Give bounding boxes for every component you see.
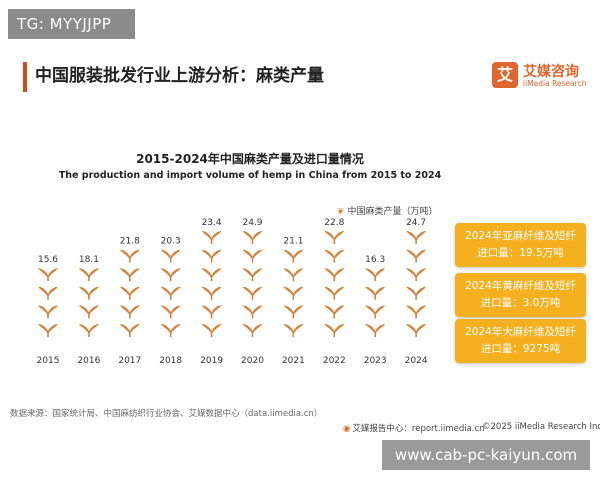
sprout-mark-4-2 — [201, 286, 222, 300]
value-label-2016: 18.1 — [79, 255, 99, 265]
sprout-mark-7-0 — [324, 324, 345, 337]
sprout-mark-9-1 — [406, 305, 427, 319]
card-line1: 2024年亚麻纤维及短纤 — [465, 230, 576, 242]
sprout-mark-4-3 — [201, 268, 222, 282]
sprout-mark-7-4 — [324, 249, 345, 263]
x-tick-2021: 2021 — [282, 356, 305, 366]
value-label-2020: 24.9 — [242, 218, 262, 228]
chart-subtitle: The production and import volume of hemp… — [58, 170, 442, 181]
sprout-mark-9-0 — [406, 324, 427, 337]
sprout-mark-5-3 — [242, 268, 263, 282]
sprout-mark-2-0 — [119, 324, 140, 337]
card-line2: 进口量：3.0万吨 — [480, 297, 561, 309]
sprout-mark-1-0 — [78, 324, 99, 337]
report-icon: ◉ — [343, 424, 351, 434]
sprout-mark-1-2 — [78, 286, 99, 300]
sprout-mark-9-4 — [406, 249, 427, 263]
sprout-mark-2-1 — [119, 305, 140, 319]
value-label-2023: 16.3 — [365, 255, 385, 265]
tg-tag: TG: MYYJJPP — [8, 9, 135, 39]
sprout-mark-7-5 — [324, 231, 345, 244]
data-source: 数据来源：国家统计局、中国麻纺织行业协会、艾媒数据中心（data.iimedia… — [10, 409, 323, 419]
x-tick-2020: 2020 — [241, 356, 264, 366]
sprout-mark-4-0 — [201, 324, 222, 337]
sprout-mark-7-2 — [324, 286, 345, 300]
sprout-mark-6-2 — [283, 286, 304, 300]
page-title: 中国服装批发行业上游分析：麻类产量 — [35, 66, 324, 86]
sprout-mark-9-2 — [406, 286, 427, 300]
value-label-2018: 20.3 — [161, 237, 181, 247]
brand-mark-icon: 艾 — [492, 62, 518, 88]
value-label-2024: 24.7 — [406, 218, 426, 228]
sprout-mark-4-4 — [201, 249, 222, 263]
sprout-mark-8-0 — [365, 324, 386, 337]
x-tick-2016: 2016 — [77, 356, 100, 366]
sprout-mark-8-1 — [365, 305, 386, 319]
sprout-mark-9-3 — [406, 268, 427, 282]
report-center: ◉ 艾媒报告中心：report.iimedia.cn — [343, 422, 485, 434]
x-tick-2023: 2023 — [364, 356, 387, 366]
sprout-mark-5-0 — [242, 324, 263, 337]
sprout-mark-5-4 — [242, 249, 263, 263]
copyright: ©2025 iiMedia Research Inc — [482, 422, 600, 432]
sprout-mark-3-2 — [160, 286, 181, 300]
chart-legend: ❦ 中国麻类产量（万吨） — [337, 204, 438, 217]
card-line1: 2024年黄麻纤维及短纤 — [465, 280, 576, 292]
x-tick-2019: 2019 — [200, 356, 223, 366]
value-label-2021: 21.1 — [283, 237, 303, 247]
card-line2: 进口量：19.5万吨 — [477, 247, 564, 259]
sprout-mark-2-2 — [119, 286, 140, 300]
brand-name-cn: 艾媒咨询 — [523, 64, 579, 80]
x-tick-2022: 2022 — [323, 356, 346, 366]
watermark: www.cab-pc-kaiyun.com — [382, 440, 590, 470]
brand-name-en: iiMedia Research — [523, 79, 587, 88]
sprout-icon: ❦ — [337, 207, 345, 217]
value-label-2017: 21.8 — [120, 237, 140, 247]
sprout-mark-5-5 — [242, 231, 263, 244]
sprout-mark-4-1 — [201, 305, 222, 319]
sprout-mark-6-4 — [283, 249, 304, 263]
sprout-mark-5-1 — [242, 305, 263, 319]
sprout-mark-9-5 — [406, 231, 427, 244]
value-label-2015: 15.6 — [38, 255, 58, 265]
sprout-mark-4-5 — [201, 231, 222, 244]
x-tick-2017: 2017 — [118, 356, 141, 366]
sprout-mark-2-4 — [119, 249, 140, 263]
import-card-flax: 2024年亚麻纤维及短纤 进口量：19.5万吨 — [455, 223, 586, 267]
card-line1: 2024年大麻纤维及短纤 — [465, 326, 576, 338]
card-line2: 进口量：9275吨 — [480, 343, 561, 355]
title-accent-bar — [23, 62, 27, 92]
sprout-mark-8-3 — [365, 268, 386, 282]
sprout-mark-5-2 — [242, 286, 263, 300]
sprout-mark-6-0 — [283, 324, 304, 337]
sprout-mark-8-2 — [365, 286, 386, 300]
report-text: 艾媒报告中心：report.iimedia.cn — [352, 424, 485, 434]
sprout-mark-3-0 — [160, 324, 181, 337]
sprout-mark-2-3 — [119, 268, 140, 282]
sprout-mark-0-2 — [38, 286, 58, 300]
sprout-mark-0-1 — [38, 305, 58, 319]
x-tick-2024: 2024 — [405, 356, 428, 366]
x-tick-2015: 2015 — [37, 356, 60, 366]
import-card-jute: 2024年黄麻纤维及短纤 进口量：3.0万吨 — [455, 273, 586, 317]
sprout-mark-3-4 — [160, 249, 181, 263]
sprout-mark-1-1 — [78, 305, 99, 319]
brand-logo: 艾 艾媒咨询 iiMedia Research — [492, 62, 590, 92]
import-card-hemp: 2024年大麻纤维及短纤 进口量：9275吨 — [455, 319, 586, 363]
sprout-mark-0-3 — [38, 268, 58, 282]
value-label-2022: 22.8 — [324, 218, 344, 228]
legend-label: 中国麻类产量（万吨） — [347, 207, 438, 217]
sprout-mark-3-3 — [160, 268, 181, 282]
sprout-mark-3-1 — [160, 305, 181, 319]
sprout-mark-6-1 — [283, 305, 304, 319]
value-label-2019: 23.4 — [202, 218, 222, 228]
sprout-mark-6-3 — [283, 268, 304, 282]
sprout-mark-1-3 — [78, 268, 99, 282]
x-tick-2018: 2018 — [159, 356, 182, 366]
chart-title: 2015-2024年中国麻类产量及进口量情况 — [136, 152, 364, 166]
sprout-mark-0-0 — [38, 324, 58, 337]
sprout-mark-7-1 — [324, 305, 345, 319]
sprout-mark-7-3 — [324, 268, 345, 282]
